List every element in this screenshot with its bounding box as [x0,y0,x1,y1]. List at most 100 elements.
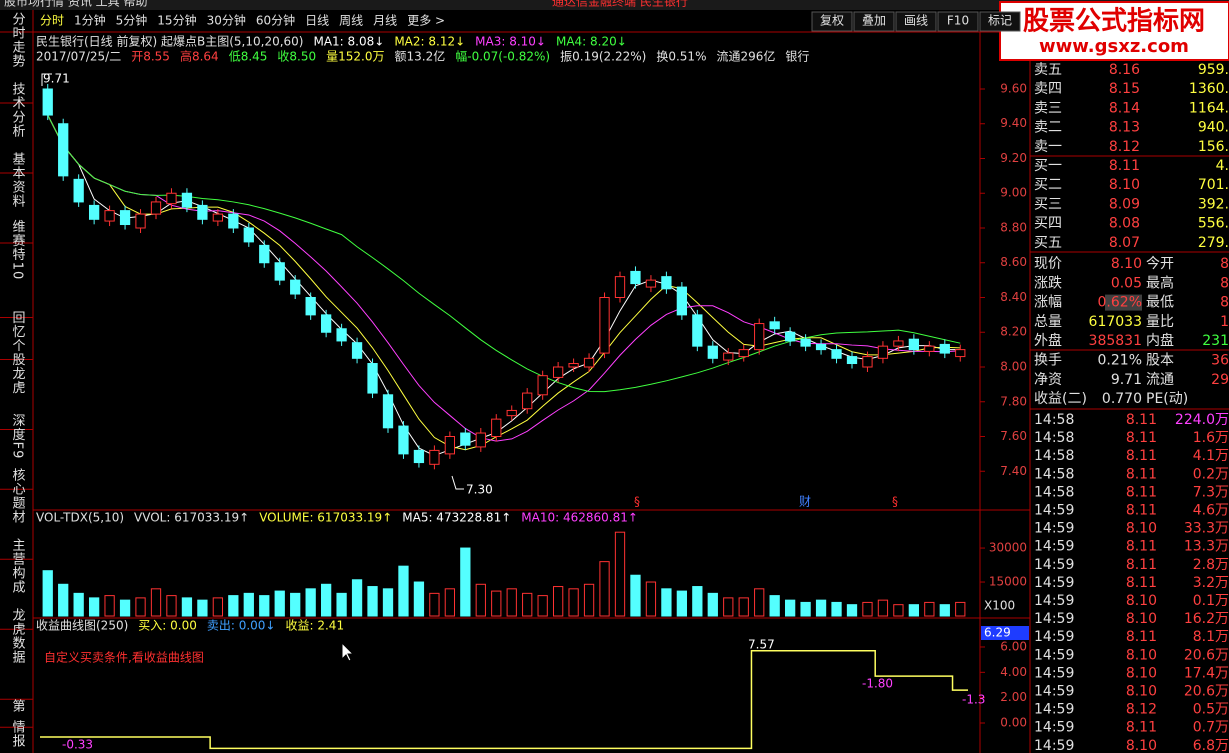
period-tab[interactable]: 分时 [40,14,64,28]
chart-header: MA1: 8.08↓ [313,35,384,49]
quote-cell: 卖五 [1034,62,1062,78]
candle [88,204,100,220]
quote-cell: 8.11 [1126,448,1157,464]
chart-header: MA4: 8.20↓ [556,35,627,49]
quote-cell: 14:59 [1034,702,1074,718]
volume-bar [336,592,347,617]
top-menu: 股市场行情 资讯 工具 帮助 [4,0,147,9]
period-tab[interactable]: 15分钟 [157,13,196,28]
quote-cell: 36 [1211,353,1229,369]
candle [800,338,811,347]
quote-cell: 14:59 [1034,611,1074,627]
side-tab[interactable]: 技术分析 [10,82,26,138]
moving-average [47,114,961,393]
period-tab[interactable]: 周线 [339,14,363,28]
volume-bar [692,586,703,617]
volume-bar [506,588,517,617]
volume-bar [444,588,456,617]
quote-cell: 8.10 [1109,177,1140,193]
quote-cell: 净资 [1034,372,1062,388]
candle [846,356,858,365]
side-tab[interactable]: 龙虎数据 [10,608,26,664]
candle [491,418,502,438]
tool-button-bg [853,11,895,32]
candle [274,262,285,281]
quote-cell: 8.11 [1126,539,1157,555]
period-tab[interactable]: 日线 [305,14,329,28]
side-tab[interactable]: 个股龙虎 [10,339,26,395]
volume-bar [243,592,254,617]
y-tick-label: 15000 [989,575,1027,589]
quote-cell: 14:59 [1034,575,1074,591]
period-tab[interactable]: 月线 [373,14,397,28]
quote-cell: 买五 [1034,235,1062,251]
candle [166,192,177,205]
side-tab[interactable]: 核心题材 [10,468,26,524]
quote-cell: 20.6万 [1184,647,1229,663]
volume-bar [367,586,378,617]
candle [769,321,780,330]
tool-button[interactable]: 叠加 [862,14,886,28]
side-tab[interactable]: 维赛特10 [10,220,26,281]
chart-info: 量152.0万 [326,50,384,64]
volume-bar [150,588,162,617]
quote-cell: 14:58 [1034,466,1074,482]
quote-cell: 8.10 [1126,684,1157,700]
side-tab[interactable]: 主营构成 [10,538,26,594]
event-mark: § [892,495,898,509]
candle [831,349,842,359]
quote-cell: 556. [1198,216,1229,232]
volume-bar [614,531,626,617]
candle [583,357,595,368]
quote-cell: 0.62% [1098,295,1142,311]
candle [924,345,935,352]
tool-button[interactable]: 复权 [820,14,844,28]
quote-cell: 8.11 [1126,466,1157,482]
period-tab[interactable]: 60分钟 [256,13,295,28]
quote-cell: 8.11 [1126,629,1157,645]
quote-cell: 卖二 [1034,120,1062,136]
candle [104,210,115,222]
period-tab[interactable]: 30分钟 [207,13,246,28]
quote-cell: 8 [1220,256,1229,272]
quote-cell: 14:59 [1034,684,1074,700]
logo-title: 股票公式指标网 [1023,7,1205,37]
tool-button[interactable]: F10 [947,14,969,28]
quote-cell: 156. [1198,139,1229,155]
period-tab[interactable]: 更多 > [407,14,445,28]
quote-cell: 8.11 [1109,158,1140,174]
quote-cell: 29 [1211,372,1229,388]
tool-button[interactable]: 标记 [988,14,1012,28]
period-tab[interactable]: 5分钟 [116,13,148,28]
side-tab[interactable]: 第 [10,699,26,713]
volume-bar [661,588,672,617]
quote-cell: 2.8万 [1193,557,1229,573]
quote-cell: PE(动) [1146,391,1188,407]
candle [939,343,950,354]
candle [150,201,162,215]
volume-bar [460,547,471,617]
side-tab[interactable]: 分时走势 [10,12,26,68]
volume-bar [305,588,316,617]
quote-cell: 14:58 [1034,448,1074,464]
side-tab[interactable]: 回忆 [10,311,26,339]
quote-cell: 外盘 [1034,332,1062,349]
volume-bar [862,601,873,617]
side-tab[interactable]: 情报 [10,720,26,748]
quote-cell: 0.2万 [1193,466,1229,482]
quote-cell: 701. [1198,177,1229,193]
side-tab[interactable]: 基本资料 [10,152,26,208]
volume-bar [568,588,579,617]
period-tab[interactable]: 1分钟 [74,13,106,28]
side-tab[interactable]: 深度F9 [10,414,26,460]
quote-cell: 8.14 [1109,100,1140,116]
candle [707,345,718,359]
quote-cell: 0.7万 [1193,720,1229,736]
quote-cell: 8 [1220,295,1229,311]
current-box [981,626,1029,640]
tool-button[interactable]: 画线 [904,14,928,28]
quote-cell: 买一 [1034,158,1062,174]
candle [877,345,889,359]
volume-bar [58,583,69,617]
